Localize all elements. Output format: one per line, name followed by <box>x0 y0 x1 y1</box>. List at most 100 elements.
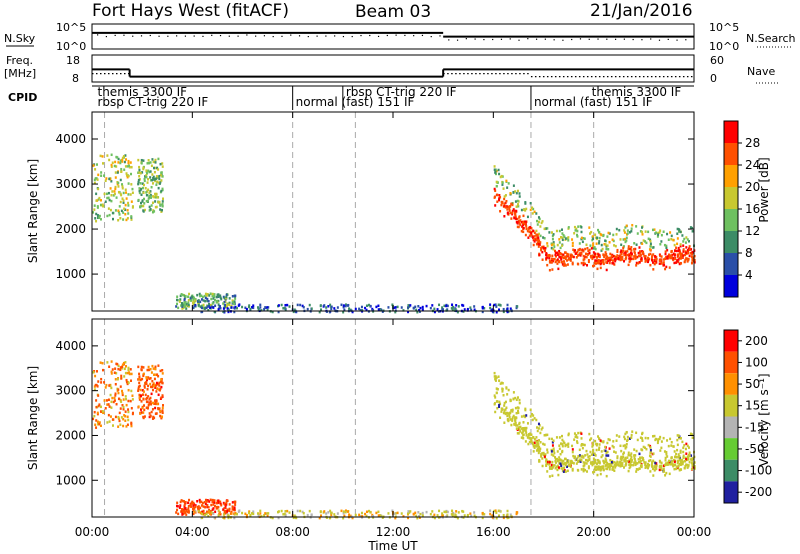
velocity-echo-cell <box>538 459 541 463</box>
power-echo-cell <box>177 306 180 310</box>
power-echo-cell <box>533 235 536 238</box>
power-echo-cell <box>635 264 638 267</box>
velocity-echo-cell <box>359 515 362 518</box>
power-echo-cell <box>103 174 106 177</box>
velocity-echo-cell <box>633 448 636 451</box>
power-echo-cell <box>296 303 299 307</box>
velocity-echo-cell <box>325 512 328 515</box>
power-echo-cell <box>104 200 107 203</box>
velocity-echo-cell <box>197 509 200 513</box>
power-echo-cell <box>684 258 687 262</box>
velocity-echo-cell <box>620 449 623 453</box>
velocity-echo-cell <box>580 437 583 440</box>
power-echo-cell <box>117 190 120 194</box>
power-echo-cell <box>224 303 227 307</box>
power-echo-cell <box>119 200 122 204</box>
velocity-echo-cell <box>620 455 623 459</box>
velocity-echo-cell <box>635 431 638 435</box>
power-echo-cell <box>146 162 149 165</box>
power-echo-cell <box>678 230 681 233</box>
search-noise-point <box>483 38 485 41</box>
velocity-echo-cell <box>105 383 108 387</box>
velocity-echo-cell <box>481 516 484 520</box>
velocity-echo-cell <box>537 443 540 446</box>
power-echo-cell <box>525 207 528 211</box>
power-echo-cell <box>638 260 641 264</box>
power-echo-cell <box>666 232 669 236</box>
x-axis-ticks: 00:00 04:00 08:00 12:00 16:00 20:00 00:00 <box>75 112 712 539</box>
colorbar-tick-label: 200 <box>745 334 768 348</box>
power-echo-cell <box>120 209 123 213</box>
velocity-echo-cell <box>158 389 161 392</box>
power-echo-cell <box>218 305 221 308</box>
velocity-echo-cell <box>641 439 644 442</box>
velocity-echo-cell <box>125 378 128 382</box>
velocity-echo-cell <box>330 511 333 515</box>
power-echo-cell <box>147 197 150 200</box>
power-echo-cell <box>570 253 573 256</box>
velocity-echo-cell <box>320 514 323 517</box>
power-echo-cell <box>548 254 551 258</box>
velocity-echo-cell <box>551 466 554 469</box>
velocity-echo-cell <box>691 459 694 462</box>
velocity-echo-cell <box>445 510 448 514</box>
velocity-echo-cell <box>151 408 154 411</box>
velocity-echo-cell <box>563 468 566 472</box>
power-echo-cell <box>532 236 535 239</box>
velocity-echo-cell <box>407 510 410 513</box>
velocity-echo-cell <box>417 511 420 514</box>
velocity-echo-cell <box>159 369 162 373</box>
velocity-echo-cell <box>125 397 128 401</box>
power-echo-cell <box>124 212 127 216</box>
power-echo-cell <box>611 238 614 241</box>
y-tick-label: 4000 <box>55 132 86 146</box>
power-echo-cell <box>130 172 133 176</box>
search-noise-point <box>123 34 125 36</box>
velocity-echo-cell <box>612 446 615 449</box>
velocity-echo-cell <box>607 438 610 441</box>
velocity-echo-cell <box>652 474 655 477</box>
velocity-echo-cell <box>100 377 103 381</box>
velocity-echo-cell <box>147 395 150 398</box>
power-echo-cell <box>418 310 421 313</box>
velocity-echo-cell <box>536 426 539 429</box>
power-echo-cell <box>590 247 593 250</box>
velocity-echo-cell <box>182 499 185 503</box>
power-echo-cell <box>235 306 238 310</box>
power-echo-cell <box>515 205 518 208</box>
power-echo-cell <box>536 223 539 226</box>
velocity-echo-cell <box>114 367 117 370</box>
power-echo-cell <box>689 226 692 229</box>
velocity-echo-cell <box>495 376 498 380</box>
velocity-echo-cell <box>503 409 506 412</box>
power-echo-cell <box>114 171 117 174</box>
velocity-echo-cell <box>230 512 233 515</box>
power-echo-cell <box>578 242 581 245</box>
velocity-echo-cell <box>96 385 99 388</box>
x-tick-label: 00:00 <box>677 525 712 539</box>
power-echo-cell <box>515 191 518 195</box>
velocity-echo-cell <box>676 443 679 447</box>
power-echo-cell <box>537 236 540 240</box>
power-echo-cell <box>644 255 647 258</box>
power-echo-cell <box>259 303 262 307</box>
velocity-echo-cell <box>493 394 496 397</box>
power-echo-cell <box>560 252 563 256</box>
power-echo-cell <box>510 217 513 220</box>
power-echo-cell <box>527 236 530 239</box>
power-echo-cell <box>614 257 617 261</box>
velocity-echo-cell <box>658 465 661 469</box>
power-echo-cell <box>494 303 497 306</box>
velocity-echo-cell <box>558 444 561 447</box>
velocity-echo-cell <box>117 415 120 419</box>
velocity-echo-cell <box>515 416 518 419</box>
power-echo-cell <box>620 256 623 259</box>
power-echo-cell <box>608 259 611 262</box>
velocity-echo-cell <box>532 435 535 439</box>
power-echo-cell <box>522 223 525 227</box>
power-echo-cell <box>294 310 297 313</box>
power-echo-cell <box>119 216 122 220</box>
power-echo-cell <box>288 305 291 308</box>
velocity-echo-cell <box>211 498 214 502</box>
